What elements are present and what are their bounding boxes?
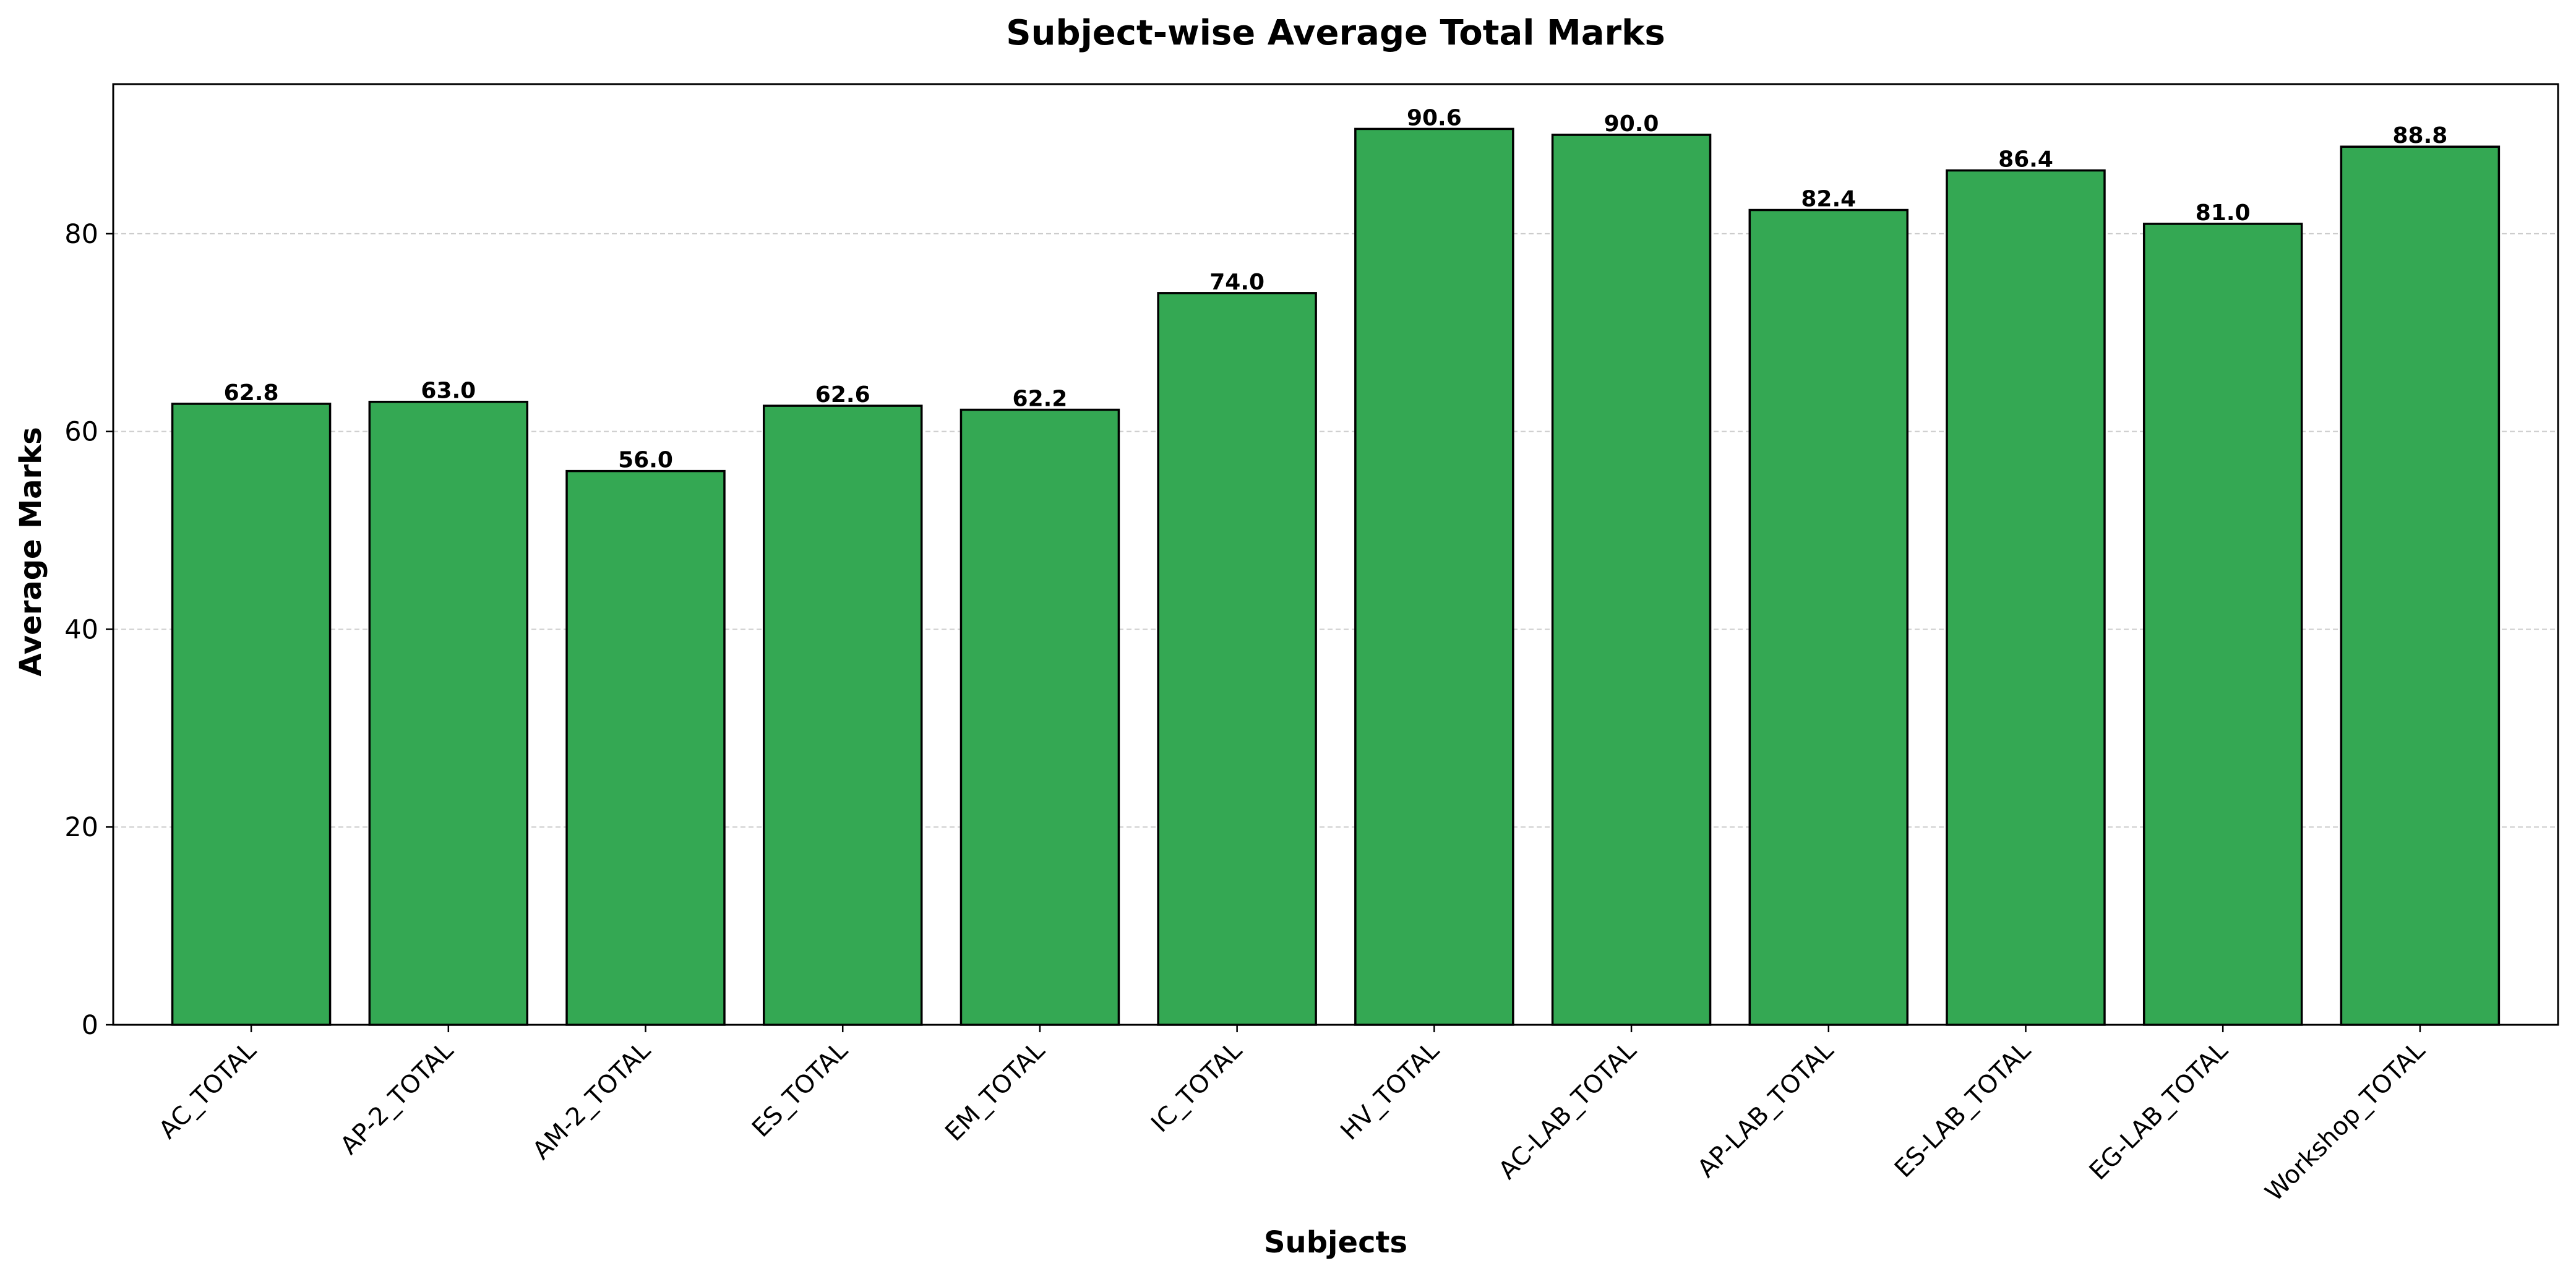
y-axis: 0 20 40 60 80 bbox=[64, 219, 113, 1041]
y-axis-label: Average Marks bbox=[14, 427, 48, 676]
chart-title: Subject-wise Average Total Marks bbox=[1006, 13, 1665, 53]
bar bbox=[2340, 145, 2501, 1026]
x-tick-label: HV_TOTAL bbox=[1335, 1036, 1445, 1146]
x-tick-label: ES_TOTAL bbox=[747, 1036, 854, 1143]
plot-frame bbox=[112, 83, 2559, 1026]
bar bbox=[1946, 169, 2106, 1026]
y-tick-label: 0 bbox=[82, 1010, 98, 1041]
bar bbox=[2142, 223, 2303, 1026]
bar-value-label: 62.2 bbox=[1013, 387, 1068, 412]
y-tick-label: 20 bbox=[64, 812, 98, 843]
y-tick-label: 40 bbox=[64, 614, 98, 645]
bar-value-label: 74.0 bbox=[1209, 270, 1264, 295]
bar-value-labels: 62.8 63.0 56.0 62.6 62.2 74.0 90.6 90.0 82.4 86.4… bbox=[224, 105, 2448, 473]
x-tick-label: AP-LAB_TOTAL bbox=[1692, 1036, 1839, 1183]
bar bbox=[762, 404, 923, 1026]
x-tick-label: Workshop_TOTAL bbox=[2260, 1036, 2431, 1207]
y-tick-label: 60 bbox=[64, 417, 98, 448]
bar bbox=[960, 408, 1120, 1026]
bars bbox=[171, 127, 2501, 1026]
bar-value-label: 90.0 bbox=[1604, 111, 1659, 137]
bar bbox=[1157, 292, 1317, 1026]
x-tick-label: AM-2_TOTAL bbox=[527, 1036, 656, 1165]
x-tick-label: ES-LAB_TOTAL bbox=[1889, 1036, 2037, 1183]
bar-value-label: 56.0 bbox=[618, 448, 673, 473]
x-axis-label: Subjects bbox=[1264, 1225, 1407, 1260]
bar bbox=[368, 400, 529, 1026]
bar bbox=[1748, 208, 1909, 1026]
bar-value-label: 62.6 bbox=[815, 382, 870, 408]
bar-value-label: 86.4 bbox=[1998, 147, 2053, 173]
bar-value-label: 81.0 bbox=[2196, 200, 2251, 226]
y-tick-label: 80 bbox=[64, 219, 98, 250]
bar bbox=[565, 469, 726, 1026]
x-tick-label: EM_TOTAL bbox=[940, 1036, 1050, 1147]
bar-value-label: 88.8 bbox=[2392, 123, 2447, 148]
x-tick-label: AC_TOTAL bbox=[153, 1036, 262, 1145]
x-tick-label: EG-LAB_TOTAL bbox=[2084, 1036, 2234, 1186]
x-axis: AC_TOTAL AP-2_TOTAL AM-2_TOTAL ES_TOTAL EM_T… bbox=[153, 1025, 2431, 1207]
bar bbox=[171, 403, 332, 1026]
bar bbox=[1551, 134, 1712, 1026]
bar-value-label: 62.8 bbox=[224, 380, 279, 406]
x-tick-label: IC_TOTAL bbox=[1146, 1036, 1248, 1138]
bar-value-label: 90.6 bbox=[1407, 105, 1462, 130]
bar bbox=[1354, 127, 1514, 1026]
bar-value-label: 82.4 bbox=[1801, 187, 1856, 212]
x-tick-label: AP-2_TOTAL bbox=[335, 1036, 459, 1160]
x-tick-label: AC-LAB_TOTAL bbox=[1493, 1036, 1642, 1185]
bar-value-label: 63.0 bbox=[421, 379, 476, 404]
